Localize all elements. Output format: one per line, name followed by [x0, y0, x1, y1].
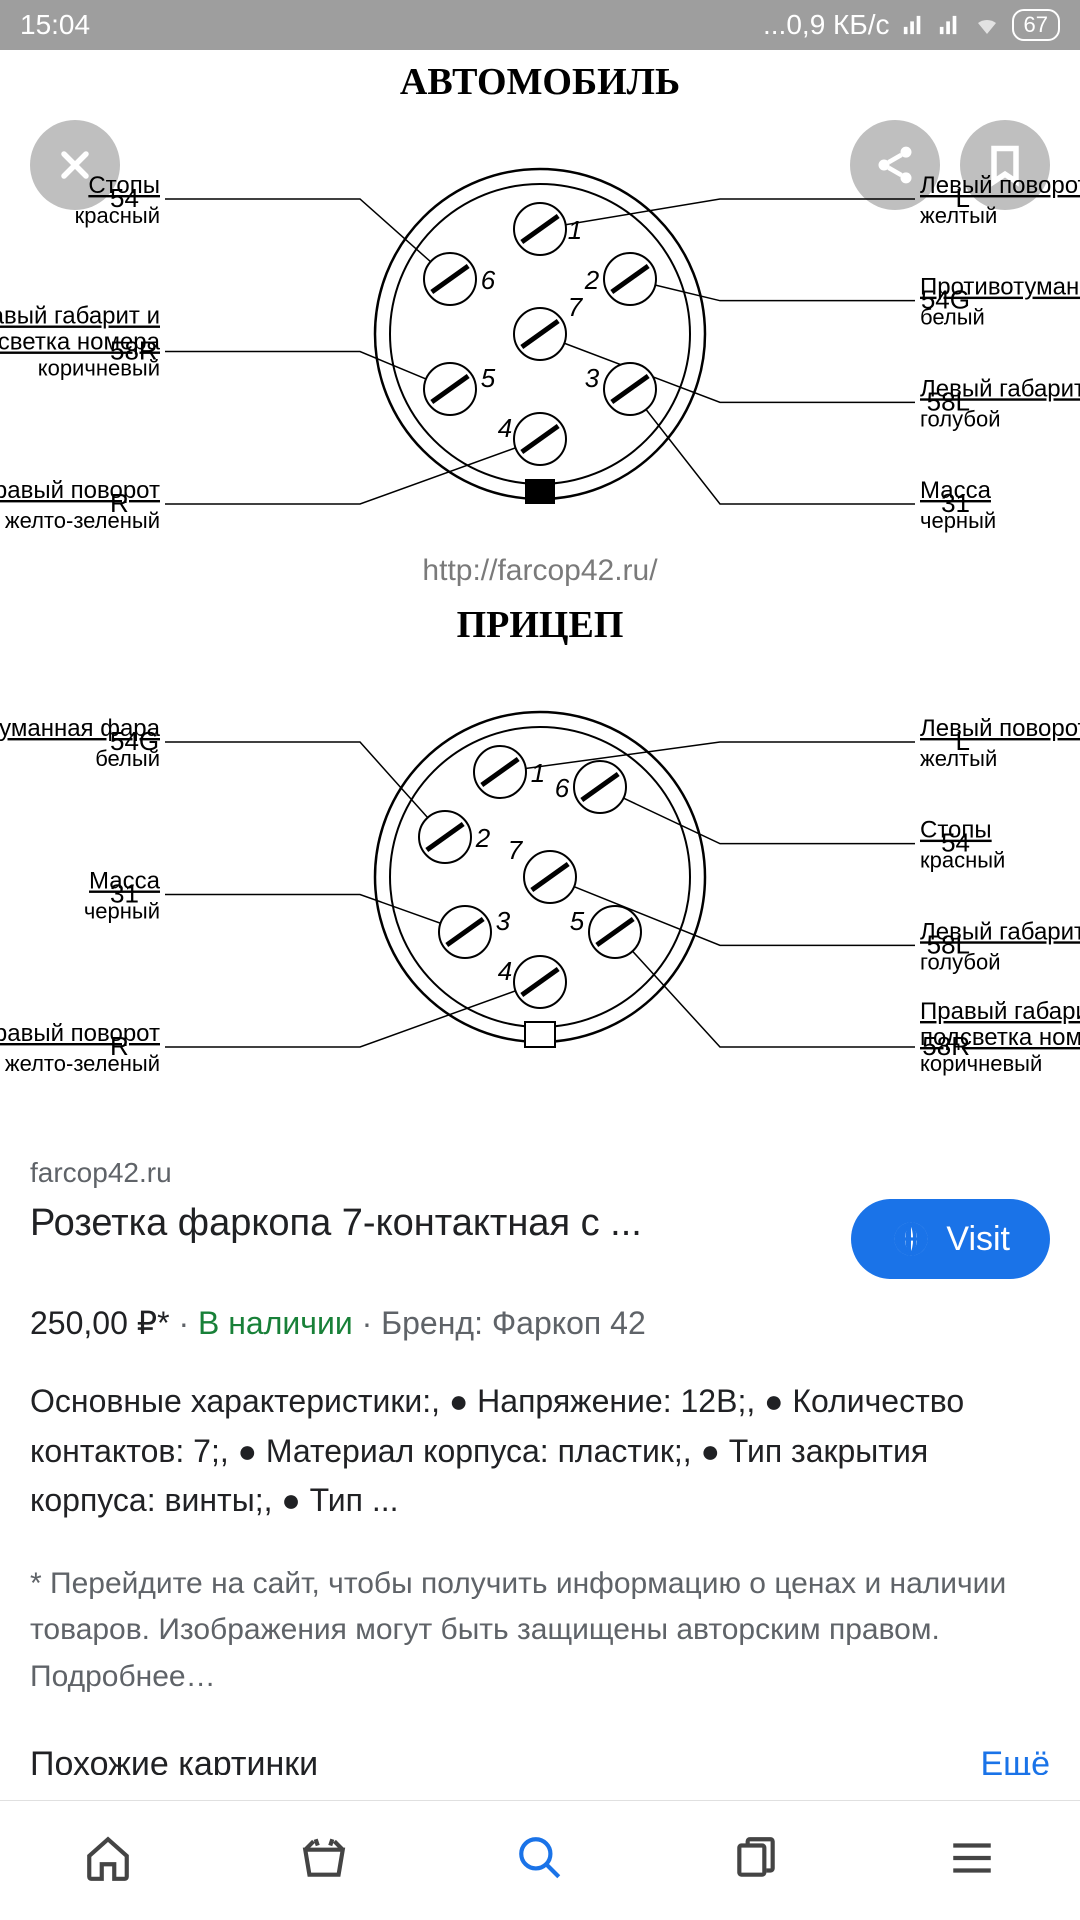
svg-text:Стопы: Стопы	[88, 172, 160, 199]
svg-text:Правый поворот: Правый поворот	[0, 1020, 160, 1047]
svg-text:голубой: голубой	[920, 406, 1001, 431]
svg-text:Правый габарит и: Правый габарит и	[0, 303, 160, 330]
svg-text:Противотуманная фара: Противотуманная фара	[920, 274, 1080, 301]
svg-text:6: 6	[555, 773, 570, 803]
diagram-title-trailer: ПРИЦЕП	[0, 603, 1080, 647]
svg-text:Масса: Масса	[89, 868, 161, 895]
svg-text:3: 3	[496, 906, 511, 936]
status-bar: 15:04 ...0,9 КБ/с 67	[0, 0, 1080, 50]
svg-text:Противотуманная фара: Противотуманная фара	[0, 715, 161, 742]
meta-line: 250,00 ₽* · В наличии · Бренд: Фаркоп 42	[30, 1304, 1050, 1342]
product-description: Основные характеристики:, ● Напряжение: …	[30, 1377, 1050, 1526]
svg-text:коричневый: коричневый	[920, 1051, 1042, 1076]
brand-label: Бренд: Фаркоп 42	[381, 1305, 646, 1341]
status-right: ...0,9 КБ/с 67	[763, 9, 1060, 41]
svg-text:Правый поворот: Правый поворот	[0, 477, 160, 504]
nav-menu-button[interactable]	[947, 1833, 997, 1888]
connector-car: 54Стопыкрасный58RПравый габарит иподсвет…	[0, 104, 1080, 564]
svg-text:черный: черный	[920, 508, 996, 533]
diagram-title-car: АВТОМОБИЛЬ	[0, 60, 1080, 104]
svg-text:3: 3	[585, 363, 600, 393]
signal-icon	[900, 14, 926, 36]
svg-text:желто-зеленый: желто-зеленый	[5, 508, 160, 533]
svg-text:подсветка номера: подсветка номера	[920, 1024, 1080, 1051]
svg-text:4: 4	[498, 413, 512, 443]
svg-text:Левый поворот: Левый поворот	[920, 715, 1080, 742]
svg-text:5: 5	[481, 363, 496, 393]
nav-search-button[interactable]	[515, 1833, 565, 1888]
status-net: ...0,9 КБ/с	[763, 9, 890, 41]
svg-text:2: 2	[584, 265, 600, 295]
svg-text:красный: красный	[920, 848, 1005, 873]
visit-button[interactable]: Visit	[851, 1199, 1050, 1279]
connector-svg: 54Стопыкрасный58RПравый габарит иподсвет…	[0, 104, 1080, 564]
svg-text:Левый габарит: Левый габарит	[920, 918, 1080, 945]
svg-text:1: 1	[568, 215, 582, 245]
signal-icon-2	[936, 14, 962, 36]
svg-text:2: 2	[475, 823, 491, 853]
svg-text:5: 5	[570, 906, 585, 936]
nav-tabs-button[interactable]	[731, 1833, 781, 1888]
svg-text:1: 1	[531, 758, 545, 788]
related-more[interactable]: Ещё	[980, 1745, 1050, 1775]
svg-text:6: 6	[481, 265, 496, 295]
svg-text:белый: белый	[95, 746, 160, 771]
connector-trailer: 54GПротивотуманная фарабелый31Массачерны…	[0, 647, 1080, 1107]
browser-nav-bar	[0, 1800, 1080, 1920]
svg-text:Масса: Масса	[920, 477, 992, 504]
content-area: АВТОМОБИЛЬ 54Стопыкрасный58RПравый габар…	[0, 50, 1080, 1800]
nav-home-button[interactable]	[83, 1833, 133, 1888]
svg-text:Правый габарит и: Правый габарит и	[920, 998, 1080, 1025]
info-panel: farcop42.ru Розетка фаркопа 7-контактная…	[0, 1127, 1080, 1775]
svg-text:желтый: желтый	[920, 203, 997, 228]
svg-text:Левый габарит: Левый габарит	[920, 375, 1080, 402]
more-link[interactable]: Подробнее…	[30, 1660, 216, 1693]
svg-text:белый: белый	[920, 305, 985, 330]
visit-label: Visit	[946, 1220, 1010, 1259]
related-section-header: Похожие картинки Ещё	[30, 1745, 1050, 1775]
svg-text:голубой: голубой	[920, 949, 1001, 974]
svg-text:желто-зеленый: желто-зеленый	[5, 1051, 160, 1076]
footnote: * Перейдите на сайт, чтобы получить инфо…	[30, 1561, 1050, 1701]
battery-level: 67	[1012, 9, 1060, 41]
related-label: Похожие картинки	[30, 1745, 318, 1775]
stock-status: В наличии	[198, 1305, 353, 1341]
svg-text:желтый: желтый	[920, 746, 997, 771]
svg-text:Стопы: Стопы	[920, 817, 992, 844]
svg-text:черный: черный	[84, 899, 160, 924]
product-title[interactable]: Розетка фаркопа 7-контактная с ...	[30, 1199, 831, 1248]
diagram-image[interactable]: АВТОМОБИЛЬ 54Стопыкрасный58RПравый габар…	[0, 50, 1080, 1127]
nav-collections-button[interactable]	[299, 1833, 349, 1888]
connector-svg: 54GПротивотуманная фарабелый31Массачерны…	[0, 647, 1080, 1107]
svg-text:7: 7	[508, 835, 524, 865]
source-domain: farcop42.ru	[30, 1157, 1050, 1189]
wifi-icon	[972, 13, 1002, 37]
price: 250,00 ₽*	[30, 1305, 170, 1341]
svg-text:подсветка номера: подсветка номера	[0, 329, 161, 356]
svg-text:красный: красный	[75, 203, 160, 228]
svg-text:4: 4	[498, 956, 512, 986]
svg-text:Левый поворот: Левый поворот	[920, 172, 1080, 199]
svg-text:коричневый: коричневый	[38, 356, 160, 381]
svg-text:7: 7	[568, 292, 584, 322]
status-time: 15:04	[20, 9, 90, 41]
